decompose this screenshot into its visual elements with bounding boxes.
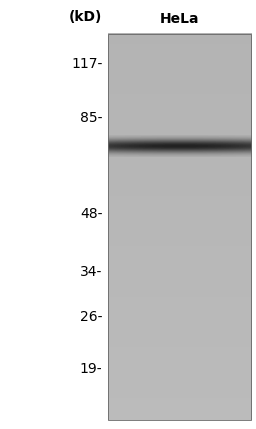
Text: 85-: 85- [80,111,102,125]
Text: 26-: 26- [80,310,102,323]
Text: 34-: 34- [80,265,102,279]
Bar [108,34,251,420]
Text: (kD): (kD) [69,10,102,24]
Text: 48-: 48- [80,207,102,221]
Text: 117-: 117- [71,57,102,71]
Text: HeLa: HeLa [159,12,199,26]
Text: 19-: 19- [80,362,102,376]
